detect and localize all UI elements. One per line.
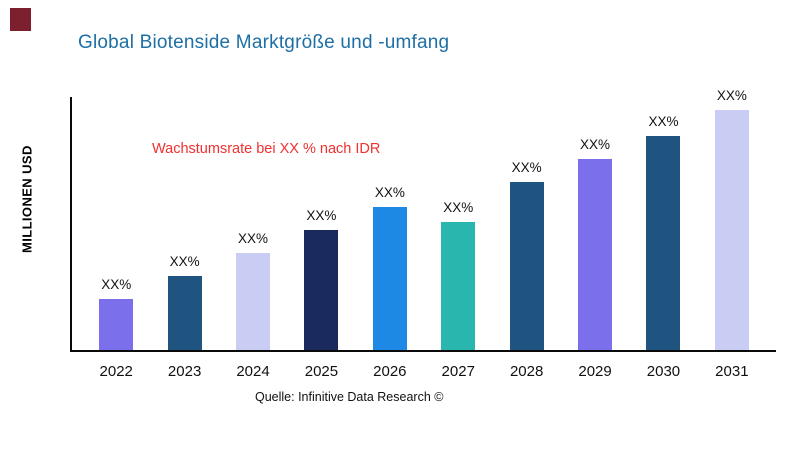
- bar-column-2028: XX% 2028: [492, 160, 560, 380]
- x-tick-label: 2025: [304, 363, 339, 380]
- bar-2026: [372, 207, 407, 350]
- x-tick-label: 2030: [646, 363, 681, 380]
- bar-value-label: XX%: [716, 88, 747, 103]
- growth-rate-annotation: Wachstumsrate bei XX % nach IDR: [152, 141, 381, 157]
- bar-2028: [509, 182, 544, 350]
- plot-area: Wachstumsrate bei XX % nach IDR XX% 2022 X…: [70, 88, 776, 380]
- bar-column-2022: XX% 2022: [82, 277, 150, 380]
- x-tick-label: 2023: [167, 363, 202, 380]
- bar-value-label: XX%: [306, 208, 337, 223]
- bar-2029: [578, 159, 613, 350]
- bar-column-2023: XX% 2023: [150, 254, 218, 380]
- source-note: Quelle: Infinitive Data Research ©: [255, 390, 444, 404]
- brand-logo-mark: [10, 8, 31, 31]
- x-tick-label: 2031: [715, 363, 749, 380]
- bar-value-label: XX%: [511, 160, 542, 175]
- chart-title: Global Biotenside Marktgröße und -umfang: [78, 32, 450, 53]
- bar-2022: [99, 299, 134, 350]
- x-tick-label: 2022: [99, 363, 133, 380]
- bar-column-2029: XX% 2029: [561, 137, 629, 380]
- bar-column-2030: XX% 2030: [629, 114, 697, 380]
- bar-value-label: XX%: [169, 254, 200, 269]
- bar-value-label: XX%: [101, 277, 132, 292]
- bar-2023: [167, 276, 202, 350]
- x-tick-label: 2026: [373, 363, 407, 380]
- bar-value-label: XX%: [374, 185, 405, 200]
- bar-column-2026: XX% 2026: [356, 185, 424, 380]
- bar-2030: [646, 136, 681, 350]
- bar-column-2027: XX% 2027: [424, 200, 492, 380]
- bar-value-label: XX%: [443, 200, 474, 215]
- x-tick-label: 2029: [578, 363, 612, 380]
- bar-column-2025: XX% 2025: [287, 208, 355, 380]
- x-tick-label: 2027: [441, 363, 475, 380]
- bar-column-2024: XX% 2024: [219, 231, 287, 380]
- bar-2025: [304, 230, 339, 350]
- bar-column-2031: XX% 2031: [698, 88, 766, 380]
- x-tick-label: 2028: [509, 363, 544, 380]
- bar-series: XX% 2022 XX% 2023 XX% 2024 XX% 2025 XX% 2026 XX% 20…: [72, 88, 776, 380]
- x-tick-label: 2024: [236, 363, 270, 380]
- bar-2027: [441, 222, 476, 350]
- y-axis-label: MILLIONEN USD: [19, 145, 35, 254]
- bar-value-label: XX%: [648, 114, 679, 129]
- bar-value-label: XX%: [238, 231, 269, 246]
- bar-value-label: XX%: [580, 137, 611, 152]
- bar-2024: [236, 253, 271, 350]
- bar-2031: [714, 110, 749, 350]
